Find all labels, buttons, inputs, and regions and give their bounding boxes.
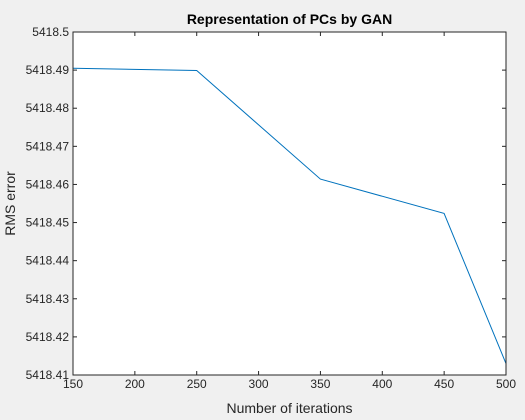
x-tick-label: 400 (372, 377, 392, 391)
x-tick-label: 200 (125, 377, 145, 391)
y-tick-label: 5418.49 (26, 63, 70, 77)
axes-box (72, 31, 507, 376)
y-tick-label: 5418.45 (26, 216, 70, 230)
series-line (72, 67, 507, 364)
y-tick-label: 5418.41 (26, 368, 70, 382)
x-tick-label: 300 (249, 377, 269, 391)
x-tick-label: 250 (187, 377, 207, 391)
y-tick-label: 5418.46 (26, 177, 70, 191)
y-axis-label: RMS error (2, 171, 18, 236)
y-tick-label: 5418.47 (26, 139, 70, 153)
x-tick-label: 350 (310, 377, 330, 391)
y-tick-label: 5418.43 (26, 292, 70, 306)
y-tick-label: 5418.48 (26, 101, 70, 115)
y-tick-label: 5418.5 (32, 25, 69, 39)
y-tick-label: 5418.44 (26, 254, 70, 268)
y-axis-ticks: 5418.41 5418.42 5418.43 5418.44 5418.45 5418.… (26, 25, 506, 382)
y-tick-label: 5418.42 (26, 330, 70, 344)
plot-area (73, 32, 506, 375)
x-tick-label: 450 (434, 377, 454, 391)
x-axis-ticks: 150 200 250 300 350 400 450 500 (63, 32, 516, 391)
chart-title: Representation of PCs by GAN (187, 11, 392, 27)
x-tick-label: 150 (63, 377, 83, 391)
x-tick-label: 500 (496, 377, 516, 391)
x-axis-label: Number of iterations (226, 400, 352, 416)
